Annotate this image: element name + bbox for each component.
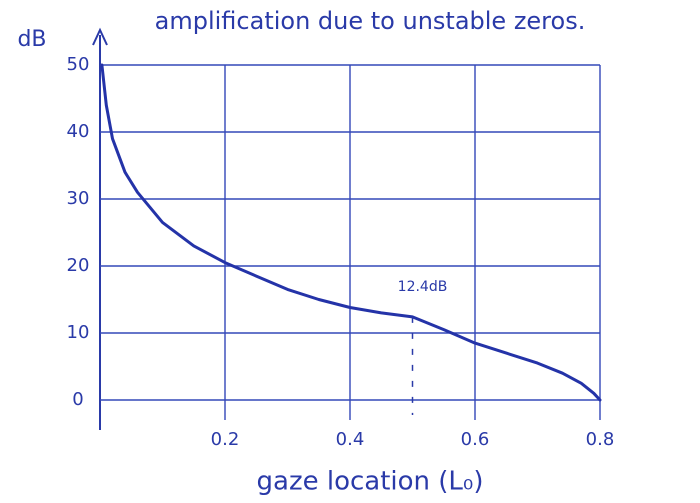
x-axis-label: gaze location (L₀) bbox=[257, 467, 484, 497]
x-tick-label: 0.8 bbox=[586, 429, 615, 450]
y-tick-label: 40 bbox=[67, 121, 90, 142]
y-tick-label: 20 bbox=[67, 255, 90, 276]
annotation-label: 12.4dB bbox=[398, 279, 448, 295]
line bbox=[102, 65, 600, 400]
y-axis-label: dB bbox=[17, 27, 46, 52]
chart-title: amplification due to unstable zeros. bbox=[155, 7, 586, 35]
chart: amplification due to unstable zeros. dB … bbox=[0, 0, 700, 503]
x-tick-label: 0.6 bbox=[461, 429, 490, 450]
x-tick-label: 0.2 bbox=[211, 429, 240, 450]
y-tick-label: 30 bbox=[67, 188, 90, 209]
y-tick-label: 0 bbox=[72, 389, 83, 410]
y-tick-label: 50 bbox=[67, 54, 90, 75]
x-tick-label: 0.4 bbox=[336, 429, 365, 450]
y-tick-label: 10 bbox=[67, 322, 90, 343]
